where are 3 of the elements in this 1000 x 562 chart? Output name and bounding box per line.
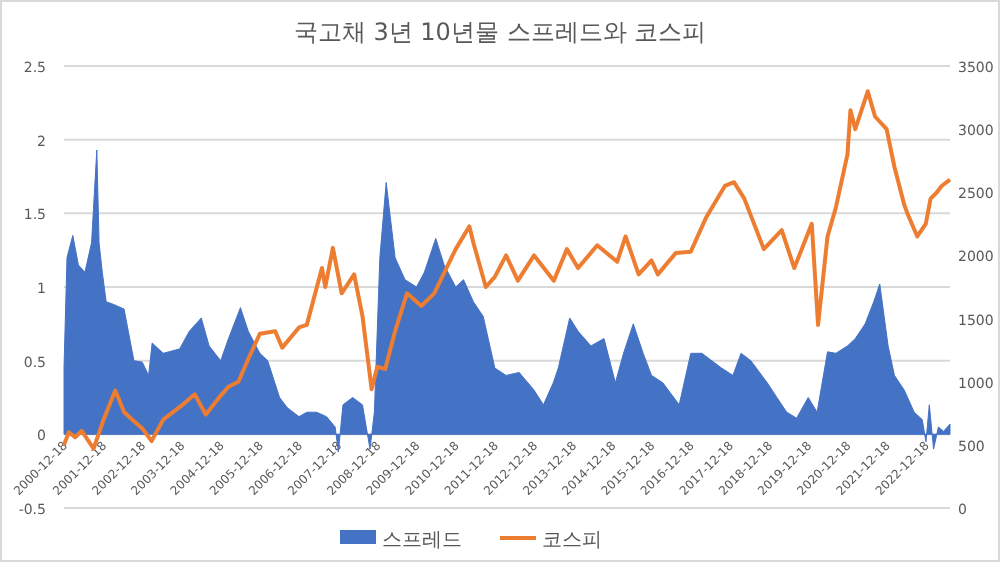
- legend-label: 스프레드: [382, 530, 462, 552]
- legend-label: 코스피: [542, 530, 602, 552]
- chart-title: 국고채 3년 10년물 스프레드와 코스피: [293, 18, 707, 46]
